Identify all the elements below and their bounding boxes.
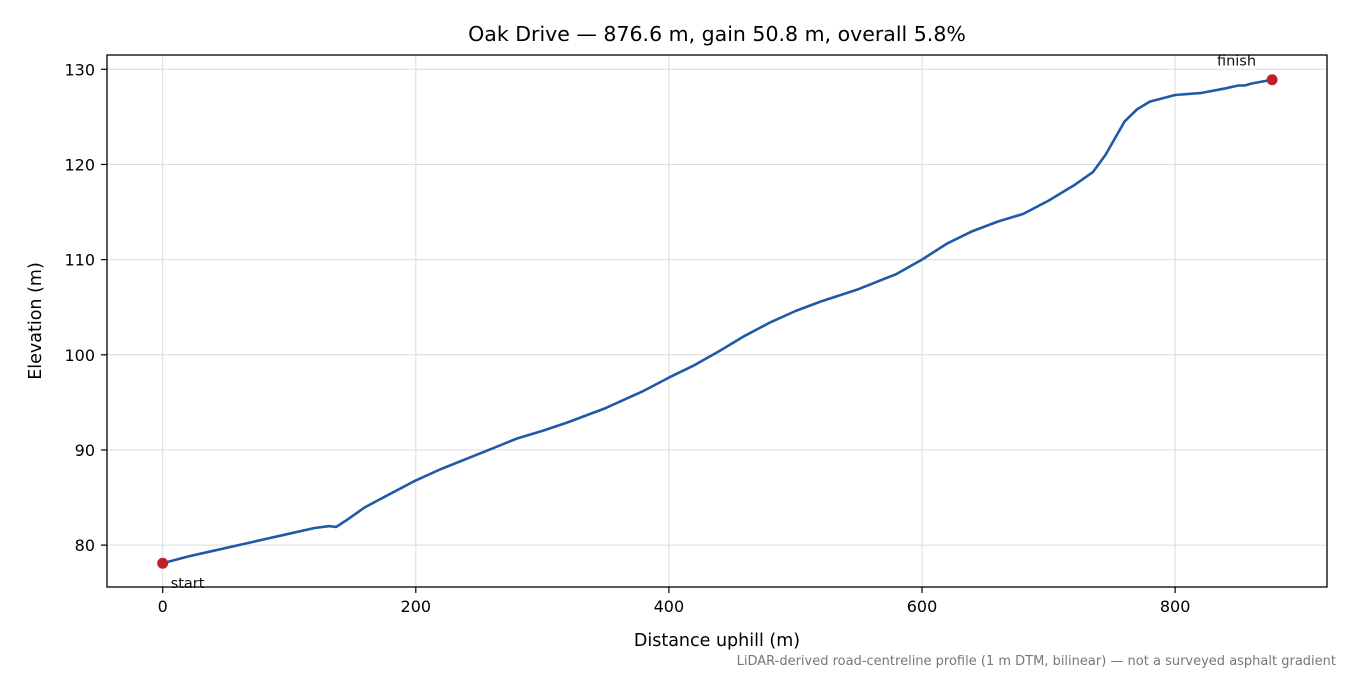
elevation-line <box>161 78 1274 565</box>
finish-marker <box>1266 74 1278 86</box>
footnote: LiDAR-derived road-centreline profile (1… <box>737 654 1336 669</box>
plot-frame <box>106 54 1328 588</box>
x-tick-label: 800 <box>1160 597 1191 616</box>
finish-label: finish <box>1217 54 1256 70</box>
y-tick-label: 90 <box>75 441 95 460</box>
grid-lines <box>107 55 1327 587</box>
start-label: start <box>171 576 205 592</box>
x-tick-label: 400 <box>654 597 685 616</box>
start-marker <box>157 557 169 569</box>
y-tick-label: 110 <box>64 251 95 270</box>
axis-ticks: 0 200 400 600 800 80 90 100 110 120 130 <box>64 60 1190 616</box>
y-axis-label: Elevation (m) <box>26 262 46 380</box>
marker-layer: start finish <box>157 54 1278 592</box>
y-tick-label: 80 <box>75 536 95 555</box>
chart-title: Oak Drive — 876.6 m, gain 50.8 m, overal… <box>468 22 966 46</box>
x-tick-label: 0 <box>158 597 168 616</box>
series-layer <box>161 78 1274 565</box>
y-tick-label: 130 <box>64 60 95 79</box>
x-tick-label: 200 <box>401 597 432 616</box>
y-tick-label: 100 <box>64 346 95 365</box>
y-tick-label: 120 <box>64 155 95 174</box>
x-tick-label: 600 <box>907 597 938 616</box>
x-axis-label: Distance uphill (m) <box>634 631 800 651</box>
